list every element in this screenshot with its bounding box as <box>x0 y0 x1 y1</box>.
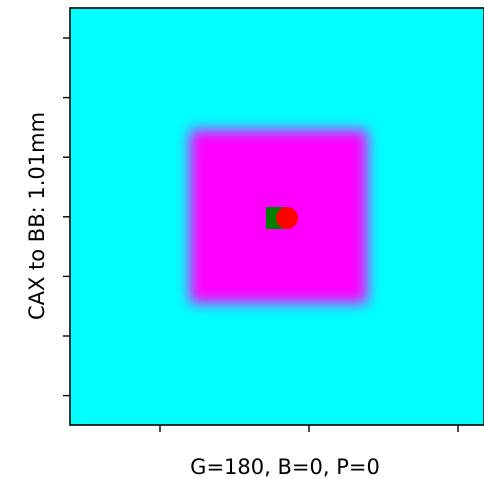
y-axis-label: CAX to BB: 1.01mm <box>25 112 49 320</box>
y-ticks <box>63 37 70 397</box>
x-axis-label: G=180, B=0, P=0 <box>190 455 380 479</box>
x-ticks <box>159 425 459 432</box>
bb-marker <box>276 207 298 229</box>
